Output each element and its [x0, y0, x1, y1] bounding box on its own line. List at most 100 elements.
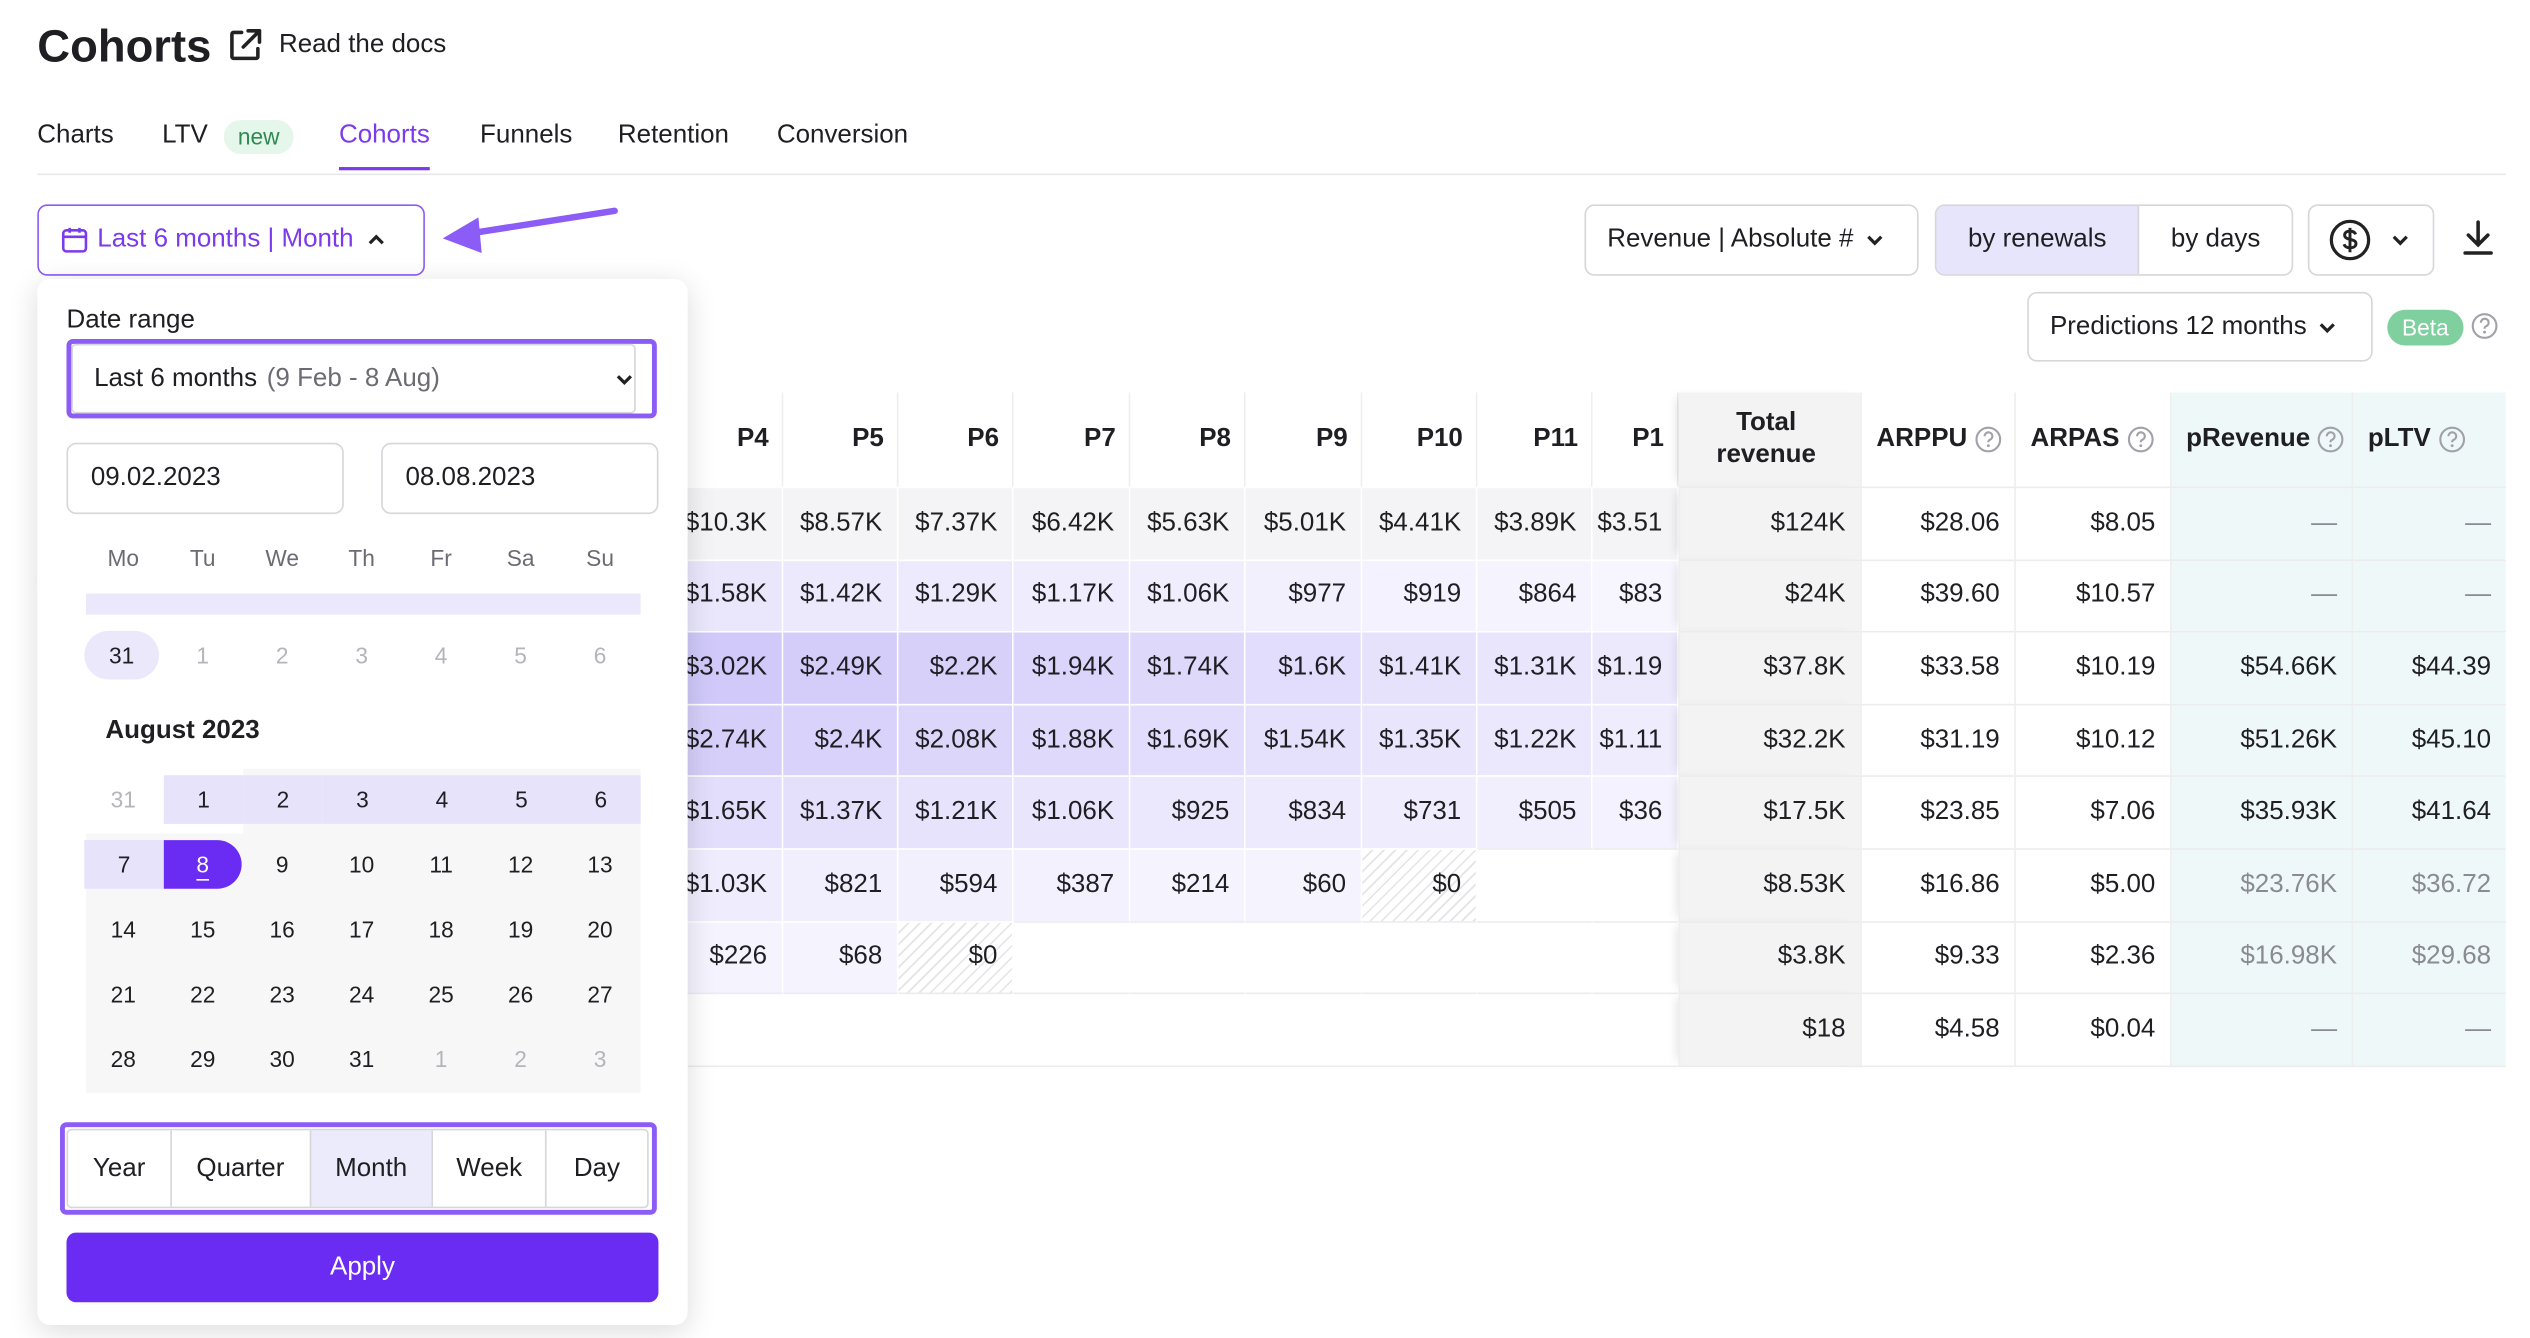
- help-icon[interactable]: [2470, 311, 2499, 340]
- day[interactable]: 10: [349, 851, 375, 878]
- day[interactable]: 25: [428, 981, 454, 1008]
- weekday[interactable]: Mo: [107, 544, 140, 571]
- start-date-input[interactable]: 09.02.2023: [66, 442, 344, 515]
- day[interactable]: 27: [587, 981, 613, 1008]
- granularity-option[interactable]: Quarter: [170, 1130, 309, 1207]
- metric-text: Revenue | Absolute #: [1607, 225, 1854, 254]
- day[interactable]: 31: [349, 1046, 375, 1073]
- table-cell: $977: [1245, 558, 1363, 632]
- day[interactable]: 16: [269, 916, 295, 943]
- weekday[interactable]: Su: [586, 544, 614, 571]
- help-icon[interactable]: [2437, 425, 2466, 454]
- day[interactable]: 19: [507, 916, 534, 943]
- day[interactable]: 1: [434, 1046, 448, 1073]
- tab[interactable]: Retention: [617, 121, 729, 150]
- table-cell: $16.86: [1860, 848, 2015, 921]
- tab[interactable]: Cohorts: [338, 120, 430, 171]
- help-icon[interactable]: [2126, 425, 2155, 454]
- weekday[interactable]: Tu: [189, 544, 216, 571]
- day[interactable]: 24: [349, 981, 375, 1008]
- day[interactable]: 6: [561, 775, 641, 824]
- day[interactable]: 29: [190, 1046, 216, 1073]
- granularity-option[interactable]: Year: [92, 1153, 146, 1182]
- toggle-option[interactable]: by renewals: [1936, 205, 2139, 275]
- day[interactable]: 2: [275, 642, 289, 669]
- day[interactable]: 31: [84, 630, 159, 680]
- table-cell: $1.42K: [783, 558, 899, 632]
- divider: [37, 173, 2506, 176]
- day[interactable]: 3: [355, 642, 368, 669]
- beta-badge: Beta: [2387, 309, 2464, 346]
- day[interactable]: 30: [269, 1046, 295, 1073]
- day[interactable]: 11: [429, 851, 453, 878]
- weekday[interactable]: Th: [348, 544, 375, 571]
- apply-button[interactable]: Apply: [66, 1232, 659, 1303]
- granularity-option[interactable]: Week: [431, 1130, 545, 1207]
- table-cell: $3.51: [1592, 486, 1679, 559]
- day[interactable]: 7: [84, 840, 164, 889]
- day[interactable]: 13: [587, 851, 613, 878]
- table-cell: $1.94K: [1013, 631, 1131, 704]
- granularity-option[interactable]: Month: [308, 1130, 432, 1207]
- day[interactable]: 3: [322, 775, 403, 824]
- table-cell: $864: [1477, 558, 1593, 632]
- table-cell: $834: [1245, 775, 1363, 849]
- day[interactable]: 2: [243, 775, 323, 824]
- day[interactable]: 4: [402, 775, 482, 824]
- tab[interactable]: LTV: [162, 121, 208, 150]
- day[interactable]: 17: [349, 916, 375, 943]
- day[interactable]: 4: [434, 642, 448, 669]
- currency-button[interactable]: [2307, 204, 2435, 276]
- table-cell: $1.69K: [1130, 703, 1246, 776]
- docs-link[interactable]: Read the docs: [278, 30, 447, 59]
- predictions-dropdown[interactable]: Predictions 12 months: [2027, 291, 2373, 362]
- day[interactable]: 20: [587, 916, 613, 943]
- date-range-button[interactable]: Last 6 months | Month: [37, 204, 425, 276]
- day[interactable]: 2: [514, 1046, 527, 1073]
- day[interactable]: 18: [428, 916, 454, 943]
- weekday[interactable]: We: [265, 544, 300, 571]
- day[interactable]: 31: [110, 786, 136, 813]
- day[interactable]: 15: [190, 916, 216, 943]
- day[interactable]: 5: [514, 642, 527, 669]
- end-date-input[interactable]: 08.08.2023: [381, 442, 659, 515]
- help-icon[interactable]: [1974, 425, 2003, 454]
- column-header: pRevenue: [2169, 392, 2352, 487]
- help-icon[interactable]: [2317, 425, 2346, 454]
- month-title: August 2023: [105, 716, 260, 745]
- day[interactable]: 14: [110, 916, 136, 943]
- day[interactable]: 26: [507, 981, 534, 1008]
- tab[interactable]: Funnels: [480, 121, 573, 150]
- tab[interactable]: Conversion: [776, 121, 909, 150]
- weekday[interactable]: Fr: [430, 544, 452, 571]
- annotation-arrow: [442, 207, 618, 254]
- day[interactable]: 9: [275, 851, 289, 878]
- table-cell: $41.64: [2351, 775, 2506, 849]
- end-date: 08.08.2023: [405, 463, 536, 492]
- tab[interactable]: Charts: [37, 121, 114, 150]
- day[interactable]: 28: [110, 1046, 136, 1073]
- day[interactable]: 6: [593, 642, 607, 669]
- metric-dropdown[interactable]: Revenue | Absolute #: [1584, 204, 1919, 276]
- toggle-option[interactable]: by days: [2138, 205, 2292, 275]
- day[interactable]: 3: [593, 1046, 607, 1073]
- table-cell: $1.11: [1592, 703, 1679, 776]
- day[interactable]: 1: [163, 775, 244, 824]
- day[interactable]: 21: [110, 981, 136, 1008]
- day[interactable]: 1: [196, 642, 210, 669]
- table-cell: $3.89K: [1477, 486, 1593, 559]
- day[interactable]: 22: [190, 981, 216, 1008]
- weekday[interactable]: Sa: [506, 544, 535, 571]
- day[interactable]: 12: [507, 851, 534, 878]
- day[interactable]: 23: [269, 981, 295, 1008]
- day[interactable]: 8: [163, 840, 242, 889]
- table-cell: $31.19: [1860, 703, 2015, 776]
- table-cell: $0: [898, 920, 1014, 993]
- download-icon[interactable]: [2460, 219, 2496, 258]
- day[interactable]: 5: [481, 775, 562, 824]
- table-cell: [1592, 992, 1679, 1066]
- granularity-option[interactable]: Day: [545, 1130, 647, 1207]
- column-header: P7: [1013, 392, 1131, 487]
- external-link-icon[interactable]: [225, 26, 264, 65]
- preset-select[interactable]: Last 6 months (9 Feb - 8 Aug): [66, 338, 657, 419]
